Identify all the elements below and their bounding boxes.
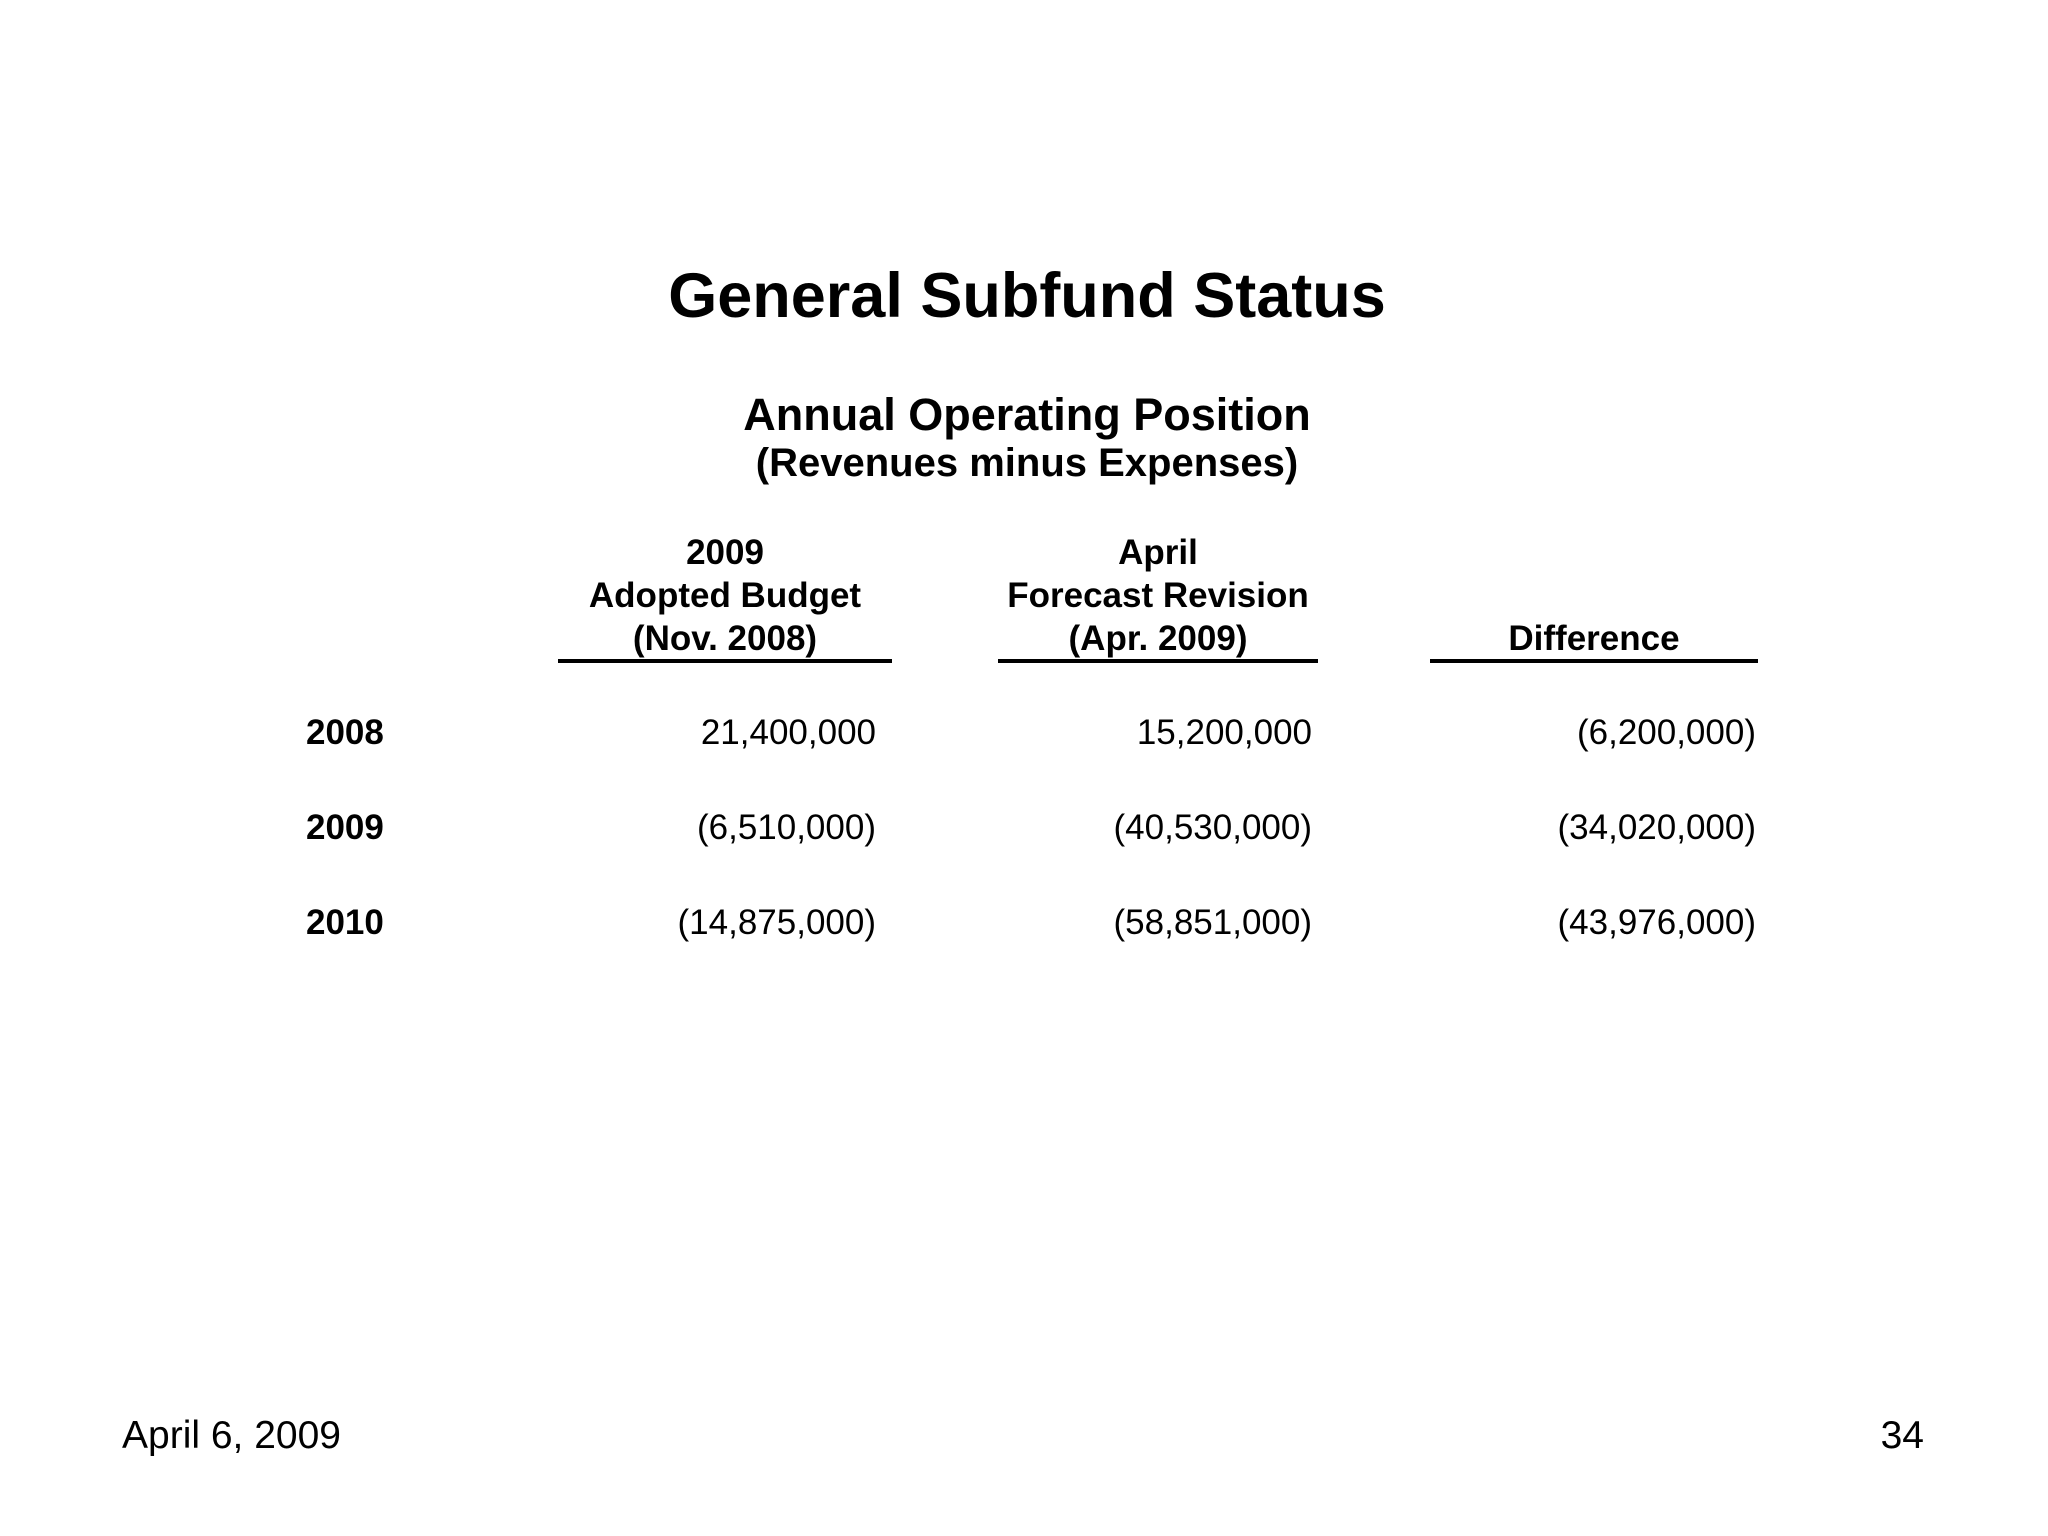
cell-adopted-budget: (14,875,000) bbox=[677, 903, 876, 942]
row-year-label: 2010 bbox=[306, 903, 384, 942]
cell-forecast-revision: (40,530,000) bbox=[1113, 808, 1312, 847]
footer-date: April 6, 2009 bbox=[122, 1414, 341, 1457]
cell-difference: (34,020,000) bbox=[1557, 808, 1756, 847]
slide-title: General Subfund Status bbox=[668, 261, 1386, 331]
cell-forecast-revision: (58,851,000) bbox=[1113, 903, 1312, 942]
column-header-line: Adopted Budget bbox=[588, 576, 862, 615]
slide-subtitle: Annual Operating Position bbox=[743, 389, 1311, 440]
column-header-line: (Nov. 2008) bbox=[632, 619, 818, 658]
column-header-adopted-budget: 2009 Adopted Budget (Nov. 2008) bbox=[558, 531, 892, 660]
column-header-forecast-revision: April Forecast Revision (Apr. 2009) bbox=[998, 531, 1318, 660]
column-header-line: Difference bbox=[1508, 619, 1680, 658]
row-year-label: 2009 bbox=[306, 808, 384, 847]
column-underline-adopted-budget bbox=[558, 659, 892, 663]
slide-subtitle-note: (Revenues minus Expenses) bbox=[755, 441, 1299, 485]
column-header-line: (Apr. 2009) bbox=[1068, 619, 1248, 658]
cell-forecast-revision: 15,200,000 bbox=[1136, 713, 1312, 752]
cell-adopted-budget: (6,510,000) bbox=[696, 808, 876, 847]
column-underline-forecast-revision bbox=[998, 659, 1318, 663]
column-header-line: Forecast Revision bbox=[1007, 576, 1309, 615]
page-number: 34 bbox=[1880, 1414, 1924, 1457]
column-header-difference: Difference bbox=[1430, 531, 1758, 660]
column-header-line: April bbox=[1118, 533, 1198, 572]
column-header-line: 2009 bbox=[686, 533, 764, 572]
row-year-label: 2008 bbox=[306, 713, 384, 752]
cell-difference: (6,200,000) bbox=[1576, 713, 1756, 752]
column-underline-difference bbox=[1430, 659, 1758, 663]
cell-adopted-budget: 21,400,000 bbox=[700, 713, 876, 752]
cell-difference: (43,976,000) bbox=[1557, 903, 1756, 942]
